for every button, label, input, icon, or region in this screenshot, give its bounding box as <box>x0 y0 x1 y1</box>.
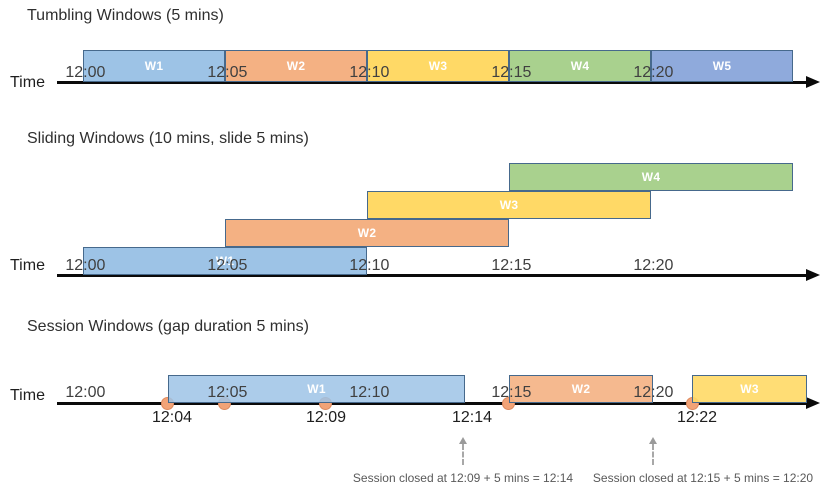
session-tick-1220: 12:20 <box>633 384 674 401</box>
sliding-timeline <box>57 274 808 277</box>
event-label-1222: 12:22 <box>676 409 718 426</box>
tumbling-tick-1205: 12:05 <box>207 64 248 81</box>
sliding-window-w2: W2 <box>225 219 509 247</box>
window-label: W4 <box>570 59 590 73</box>
session-tick-1215: 12:15 <box>491 384 532 401</box>
tumbling-window-w3: W3 <box>367 50 509 82</box>
session-tick-1200: 12:00 <box>65 384 106 401</box>
sliding-window-w4: W4 <box>509 163 793 191</box>
tumbling-tick-1220: 12:20 <box>633 64 674 81</box>
window-label: W5 <box>712 59 732 73</box>
tumbling-tick-1215: 12:15 <box>491 64 532 81</box>
window-label: W1 <box>144 59 164 73</box>
tumbling-tick-1200: 12:00 <box>65 64 106 81</box>
window-label: W4 <box>641 170 661 184</box>
tumbling-window-w4: W4 <box>509 50 651 82</box>
sliding-tick-1200: 12:00 <box>65 257 106 274</box>
tumbling-timeline <box>57 81 808 84</box>
sliding-tick-1220: 12:20 <box>633 257 674 274</box>
session-close-arrow-1-icon <box>458 437 467 465</box>
sliding-window-w3: W3 <box>367 191 651 219</box>
session-window-w3: W3 <box>692 375 807 403</box>
session-close-arrow-2-icon <box>648 437 657 465</box>
event-label-1209: 12:09 <box>305 409 347 426</box>
sliding-timeline-arrowhead-icon <box>806 269 820 281</box>
window-label: W1 <box>215 254 235 268</box>
session-timeline-arrowhead-icon <box>806 397 820 409</box>
tumbling-window-w5: W5 <box>651 50 793 82</box>
window-label: W3 <box>740 382 759 396</box>
session-window-w1: W1 <box>168 375 465 403</box>
session-tick-1205: 12:05 <box>207 384 248 401</box>
sliding-time-label: Time <box>10 257 45 274</box>
sliding-title: Sliding Windows (10 mins, slide 5 mins) <box>27 130 309 147</box>
session-window-w2: W2 <box>509 375 653 403</box>
window-label: W3 <box>499 198 519 212</box>
tumbling-tick-1210: 12:10 <box>349 64 390 81</box>
sliding-tick-1205: 12:05 <box>207 257 248 274</box>
session-tick-1210: 12:10 <box>349 384 390 401</box>
sliding-tick-1215: 12:15 <box>491 257 532 274</box>
window-label: W1 <box>307 382 326 396</box>
tumbling-timeline-arrowhead-icon <box>806 76 820 88</box>
tumbling-time-label: Time <box>10 74 45 91</box>
window-label: W2 <box>286 59 306 73</box>
window-label: W3 <box>428 59 448 73</box>
session-time-label: Time <box>10 387 45 404</box>
event-label-1204: 12:04 <box>151 409 193 426</box>
sliding-tick-1210: 12:10 <box>349 257 390 274</box>
session-close-annotation-2: Session closed at 12:15 + 5 mins = 12:20 <box>592 471 814 485</box>
tumbling-window-w1: W1 <box>83 50 225 82</box>
close-label-1214: 12:14 <box>451 409 493 426</box>
sliding-window-w1: W1 <box>83 247 367 275</box>
window-label: W2 <box>357 226 377 240</box>
tumbling-window-w2: W2 <box>225 50 367 82</box>
session-title: Session Windows (gap duration 5 mins) <box>27 318 309 335</box>
session-timeline <box>57 402 808 405</box>
window-label: W2 <box>571 382 591 396</box>
session-close-annotation-1: Session closed at 12:09 + 5 mins = 12:14 <box>352 471 574 485</box>
tumbling-title: Tumbling Windows (5 mins) <box>27 7 224 24</box>
